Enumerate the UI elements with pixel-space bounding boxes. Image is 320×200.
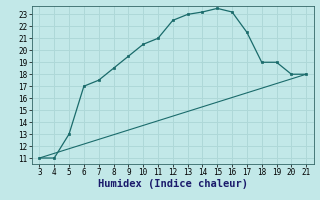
X-axis label: Humidex (Indice chaleur): Humidex (Indice chaleur) [98,179,248,189]
